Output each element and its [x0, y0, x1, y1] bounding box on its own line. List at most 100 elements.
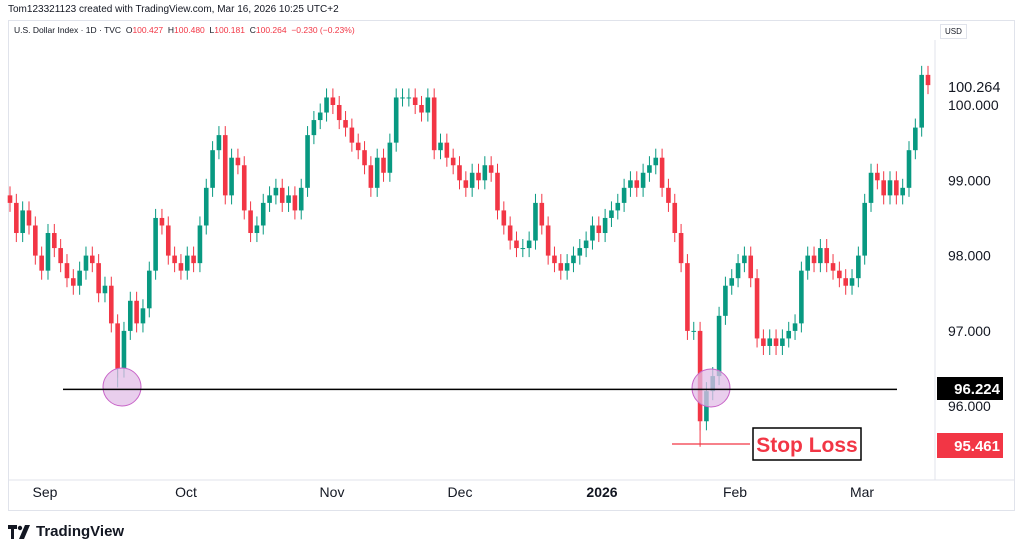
- candle-body: [355, 142, 361, 151]
- candle-body: [267, 195, 272, 203]
- candle-body: [678, 233, 684, 264]
- high-label: H: [167, 25, 175, 35]
- price-tick-label: 98.000: [948, 248, 991, 264]
- candle-body: [482, 165, 488, 181]
- candle-body: [735, 263, 741, 279]
- price-tick-label: 96.000: [948, 398, 991, 414]
- candle-body: [913, 127, 918, 151]
- highlight-circle: [691, 368, 731, 408]
- stop-price-label: 95.461: [954, 438, 1000, 455]
- candle-body: [558, 263, 564, 271]
- candle-body: [742, 255, 747, 264]
- candle-body: [349, 127, 355, 143]
- candle-body: [837, 270, 842, 279]
- candle-body: [887, 180, 893, 196]
- candle-body: [900, 187, 905, 196]
- candle-body: [849, 278, 855, 286]
- candle-body: [127, 300, 133, 331]
- candle-body: [659, 157, 665, 188]
- candle-body: [552, 255, 557, 264]
- candle-body: [628, 180, 633, 188]
- candle-body: [818, 248, 823, 264]
- candle-body: [691, 330, 697, 332]
- candle-body: [868, 172, 874, 203]
- currency-button[interactable]: USD: [940, 24, 967, 39]
- stop-loss-text: Stop Loss: [756, 434, 858, 457]
- candle-body: [919, 74, 924, 128]
- candle-body: [7, 195, 13, 203]
- candle-body: [520, 248, 526, 250]
- candle-body: [856, 255, 861, 279]
- candle-body: [830, 263, 836, 271]
- candle-body: [780, 338, 785, 346]
- low-value: 100.181: [214, 25, 245, 35]
- candle-body: [248, 210, 253, 234]
- candle-body: [514, 240, 519, 249]
- candle-body: [96, 263, 101, 294]
- candle-body: [279, 187, 285, 203]
- level-price-badge: [937, 377, 1003, 400]
- candle-body: [102, 285, 108, 294]
- candle-body: [824, 248, 830, 264]
- candle-body: [438, 142, 443, 151]
- candle-body: [343, 120, 348, 128]
- candle-body: [577, 248, 583, 256]
- candle-body: [881, 180, 886, 196]
- chart-frame: [8, 20, 1015, 511]
- candle-body: [64, 263, 70, 279]
- candle-body: [260, 202, 266, 226]
- time-tick-label: Sep: [33, 484, 58, 500]
- candle-body: [165, 225, 171, 256]
- candle-body: [108, 285, 114, 324]
- highlight-circle: [102, 367, 142, 407]
- candle-body: [583, 240, 589, 249]
- brand-name: TradingView: [36, 523, 125, 540]
- candle-body: [925, 74, 931, 86]
- symbol-name[interactable]: U.S. Dollar Index · 1D · TVC: [14, 25, 122, 35]
- candle-body: [273, 187, 279, 196]
- candle-body: [336, 105, 342, 121]
- candle-body: [311, 120, 317, 136]
- candle-body: [235, 157, 241, 166]
- candle-body: [533, 202, 538, 241]
- candle-body: [444, 142, 450, 158]
- low-label: L: [209, 25, 215, 35]
- candle-body: [419, 105, 424, 113]
- candle-body: [590, 225, 595, 241]
- candle-body: [90, 255, 95, 264]
- candle-body: [602, 217, 608, 234]
- level-price-label: 96.224: [954, 381, 1001, 398]
- candle-body: [805, 255, 811, 271]
- candle-body: [729, 278, 735, 286]
- candle-body: [539, 202, 545, 226]
- high-value: 100.480: [174, 25, 205, 35]
- candle-body: [14, 202, 19, 234]
- candle-body: [571, 255, 576, 264]
- tradingview-logo[interactable]: TradingView: [8, 523, 124, 540]
- candle-body: [767, 338, 773, 346]
- candle-body: [862, 202, 867, 256]
- candle-body: [495, 172, 500, 211]
- candle-body: [640, 172, 646, 188]
- candle-body: [77, 270, 82, 286]
- candle-body: [526, 240, 532, 249]
- symbol-legend: U.S. Dollar Index · 1D · TVC O100.427 H1…: [14, 25, 355, 35]
- candle-body: [52, 233, 57, 249]
- candle-body: [406, 97, 412, 99]
- candle-body: [811, 255, 817, 264]
- candle-body: [197, 225, 203, 264]
- open-label: O: [125, 25, 133, 35]
- stop-price-badge: [937, 433, 1003, 458]
- candle-body: [754, 278, 760, 339]
- close-value: 100.264: [255, 25, 287, 35]
- candle-body: [241, 165, 247, 211]
- candle-body: [647, 165, 652, 173]
- candle-body: [431, 97, 437, 151]
- candle-body: [324, 97, 329, 113]
- candle-body: [488, 165, 494, 173]
- candle-body: [172, 255, 177, 264]
- candle-body: [20, 210, 25, 234]
- candle-body: [381, 157, 386, 173]
- candle-body: [545, 225, 551, 256]
